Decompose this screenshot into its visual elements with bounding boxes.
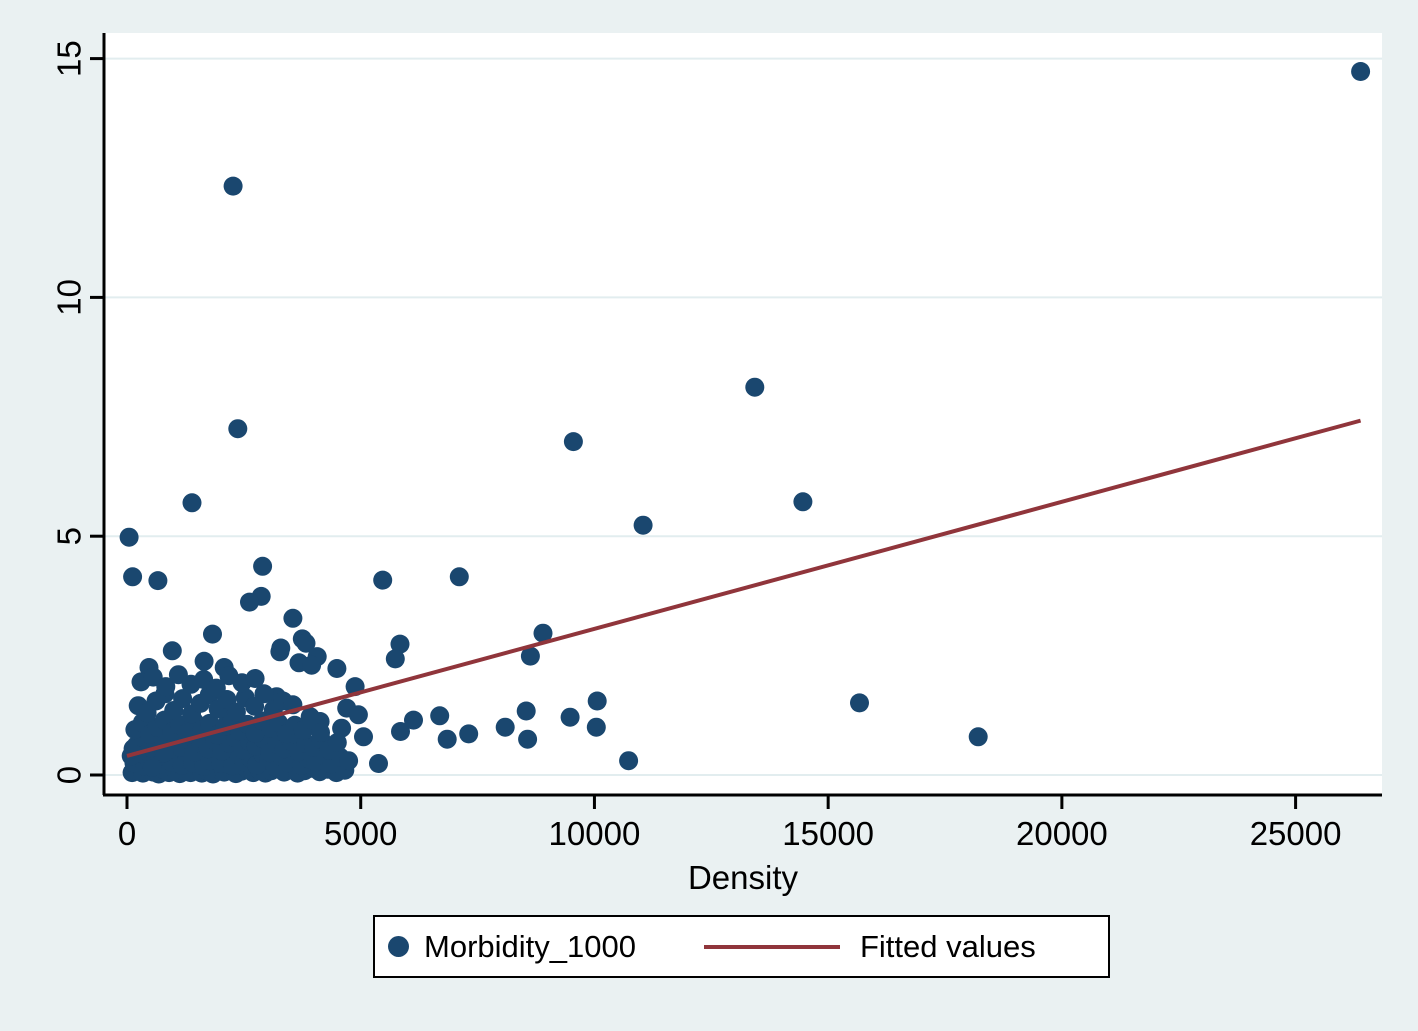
data-point [270,642,290,662]
y-tick-label: 10 [51,279,88,316]
x-tick-label: 25000 [1250,815,1342,852]
gridlines [104,57,1382,776]
data-point [560,707,580,727]
x-tick-label: 5000 [324,815,397,852]
legend-line-marker-icon [703,944,840,949]
data-point [148,571,168,591]
data-point [194,651,214,671]
legend-box: Morbidity_1000 Fitted values [373,915,1110,978]
data-point [226,702,246,722]
y-tick-label: 0 [51,766,88,784]
legend-entry-fitted: Fitted values [859,928,1036,964]
data-point [142,757,162,777]
data-point [516,701,536,721]
data-point [354,727,373,747]
data-point [495,717,515,737]
data-point [1351,62,1371,81]
x-tick-label: 0 [118,815,136,852]
data-point [587,691,607,711]
data-point [283,608,303,628]
x-axis-ticks: 0 5000 10000 15000 20000 25000 [118,795,1342,852]
data-point [563,432,583,452]
data-point [391,722,410,741]
data-point [339,751,359,771]
data-point [390,634,410,654]
plot-area [104,33,1382,795]
data-point [182,493,202,513]
fitted-line-series [126,418,1362,758]
data-point [518,729,538,749]
data-point [430,706,450,726]
y-axis-ticks: 0 5 10 15 [51,40,104,784]
data-point [311,723,330,742]
data-point [254,684,274,704]
data-point [223,176,243,196]
scatter-series-morbidity [119,62,1371,784]
data-point [520,646,540,666]
data-point [586,717,606,737]
data-point [119,527,139,547]
data-point [327,659,347,678]
data-point [162,641,182,661]
data-point [327,733,347,752]
x-tick-label: 20000 [1016,815,1108,852]
data-point [369,754,388,773]
data-point [156,677,176,697]
data-point [253,556,273,576]
data-point [203,624,222,644]
data-point [123,567,143,587]
data-point [533,623,553,643]
y-tick-label: 15 [51,40,88,77]
data-point [459,724,479,744]
data-point [449,567,469,587]
data-point [850,693,869,713]
data-point [302,655,322,675]
axes [102,33,1382,797]
data-point [296,633,316,653]
data-point [373,570,393,590]
data-point [228,419,248,439]
data-point [793,492,813,512]
data-point [332,718,352,738]
data-point [745,377,765,397]
data-point [619,751,639,771]
legend-scatter-marker-icon [388,936,409,957]
data-point [173,689,193,709]
data-point [245,669,265,688]
data-point [437,729,457,749]
data-point [348,705,368,725]
data-point [404,710,423,730]
fitted-values-line [126,418,1362,758]
data-point [968,727,988,747]
x-tick-label: 15000 [782,815,874,852]
legend-entry-morbidity: Morbidity_1000 [424,928,636,964]
data-point [633,515,653,535]
y-tick-label: 5 [51,527,88,545]
x-tick-label: 10000 [549,815,641,852]
data-point [206,678,226,698]
data-point [240,592,259,612]
x-axis-title: Density [688,859,799,896]
data-point [385,649,405,669]
